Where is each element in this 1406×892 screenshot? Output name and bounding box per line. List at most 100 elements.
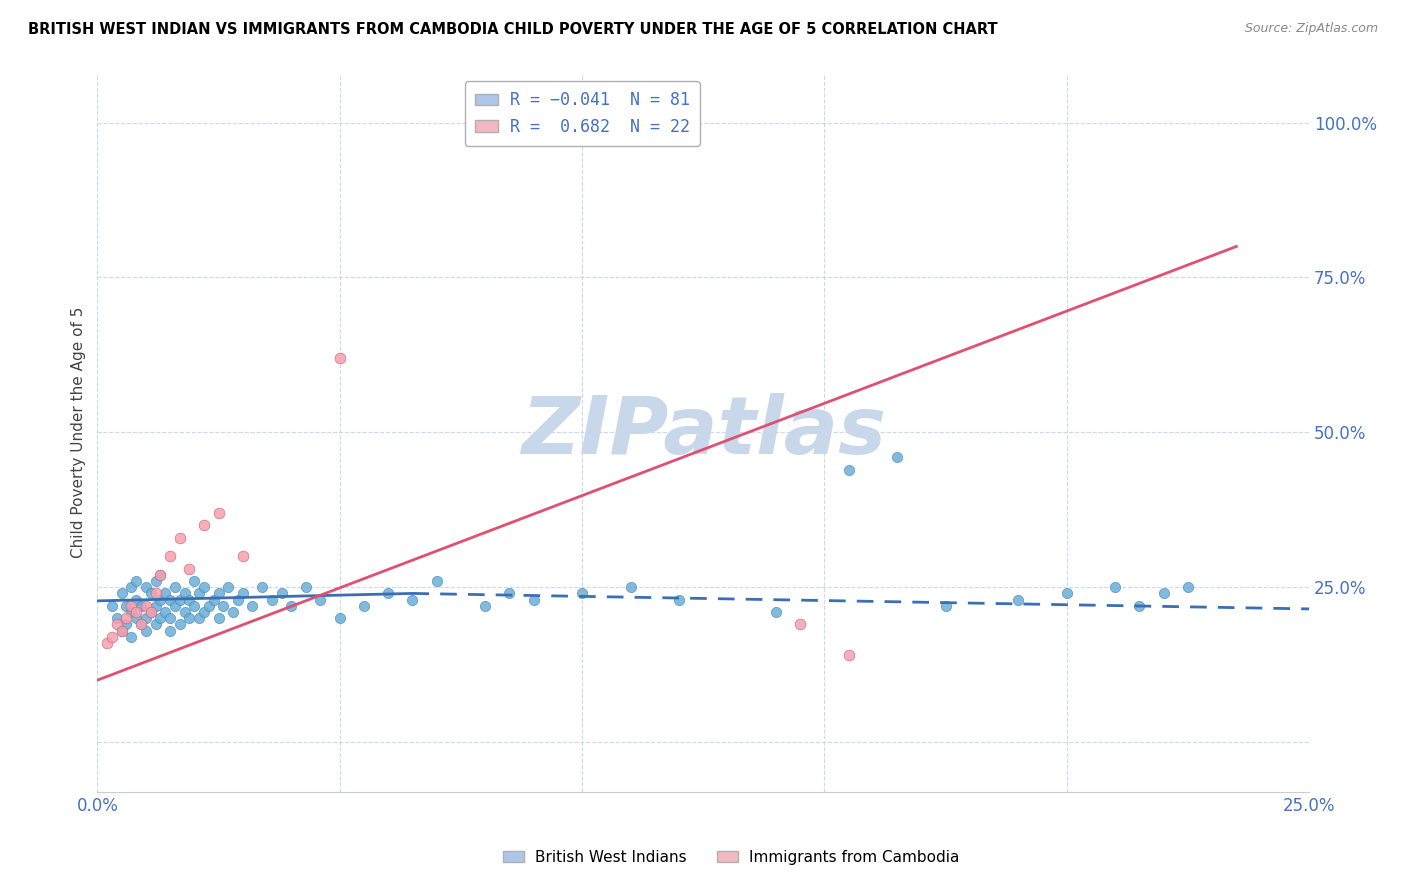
Point bbox=[1104, 580, 1126, 594]
Point bbox=[426, 574, 449, 588]
Point bbox=[202, 592, 225, 607]
Point bbox=[145, 574, 167, 588]
Point bbox=[145, 617, 167, 632]
Point bbox=[270, 586, 292, 600]
Point bbox=[120, 599, 142, 613]
Point bbox=[149, 611, 172, 625]
Point bbox=[619, 580, 641, 594]
Point bbox=[155, 605, 177, 619]
Point bbox=[101, 630, 124, 644]
Point bbox=[329, 611, 352, 625]
Legend: British West Indians, Immigrants from Cambodia: British West Indians, Immigrants from Ca… bbox=[496, 844, 966, 871]
Point bbox=[115, 599, 138, 613]
Point bbox=[125, 574, 148, 588]
Point bbox=[377, 586, 399, 600]
Point bbox=[139, 605, 162, 619]
Text: Source: ZipAtlas.com: Source: ZipAtlas.com bbox=[1244, 22, 1378, 36]
Point bbox=[1007, 592, 1029, 607]
Point bbox=[159, 611, 181, 625]
Point bbox=[173, 586, 195, 600]
Point bbox=[232, 586, 254, 600]
Point bbox=[179, 592, 201, 607]
Point bbox=[169, 531, 191, 545]
Legend: R = −0.041  N = 81, R =  0.682  N = 22: R = −0.041 N = 81, R = 0.682 N = 22 bbox=[464, 81, 700, 145]
Point bbox=[765, 605, 787, 619]
Point bbox=[329, 351, 352, 365]
Point bbox=[145, 599, 167, 613]
Point bbox=[169, 592, 191, 607]
Point bbox=[115, 611, 138, 625]
Point bbox=[135, 624, 157, 638]
Point bbox=[353, 599, 375, 613]
Point bbox=[644, 115, 666, 129]
Point bbox=[183, 599, 205, 613]
Point bbox=[125, 611, 148, 625]
Point bbox=[139, 605, 162, 619]
Point bbox=[401, 592, 423, 607]
Point bbox=[668, 592, 690, 607]
Point bbox=[198, 599, 221, 613]
Point bbox=[1128, 599, 1150, 613]
Point bbox=[110, 624, 132, 638]
Point bbox=[149, 567, 172, 582]
Point bbox=[163, 599, 186, 613]
Point bbox=[115, 617, 138, 632]
Point bbox=[110, 624, 132, 638]
Point bbox=[120, 605, 142, 619]
Point bbox=[125, 592, 148, 607]
Point bbox=[217, 580, 239, 594]
Point bbox=[571, 586, 593, 600]
Point bbox=[139, 586, 162, 600]
Point bbox=[280, 599, 302, 613]
Point bbox=[135, 580, 157, 594]
Point bbox=[129, 617, 152, 632]
Point bbox=[886, 450, 908, 464]
Point bbox=[474, 599, 496, 613]
Point bbox=[935, 599, 957, 613]
Point bbox=[260, 592, 283, 607]
Point bbox=[1177, 580, 1199, 594]
Point bbox=[101, 599, 124, 613]
Point bbox=[135, 599, 157, 613]
Point bbox=[498, 586, 520, 600]
Point bbox=[96, 636, 118, 650]
Point bbox=[250, 580, 273, 594]
Point bbox=[232, 549, 254, 564]
Point bbox=[183, 574, 205, 588]
Point bbox=[105, 611, 128, 625]
Point bbox=[838, 648, 860, 663]
Point bbox=[207, 611, 229, 625]
Point bbox=[188, 586, 211, 600]
Point bbox=[179, 561, 201, 575]
Point bbox=[1153, 586, 1175, 600]
Text: BRITISH WEST INDIAN VS IMMIGRANTS FROM CAMBODIA CHILD POVERTY UNDER THE AGE OF 5: BRITISH WEST INDIAN VS IMMIGRANTS FROM C… bbox=[28, 22, 998, 37]
Point bbox=[193, 518, 215, 533]
Point bbox=[149, 592, 172, 607]
Point bbox=[226, 592, 249, 607]
Point bbox=[222, 605, 245, 619]
Point bbox=[309, 592, 332, 607]
Point bbox=[149, 567, 172, 582]
Point bbox=[188, 611, 211, 625]
Point bbox=[173, 605, 195, 619]
Point bbox=[135, 611, 157, 625]
Point bbox=[207, 586, 229, 600]
Point bbox=[159, 592, 181, 607]
Y-axis label: Child Poverty Under the Age of 5: Child Poverty Under the Age of 5 bbox=[72, 307, 86, 558]
Point bbox=[159, 624, 181, 638]
Point bbox=[1056, 586, 1078, 600]
Text: ZIPatlas: ZIPatlas bbox=[520, 393, 886, 471]
Point bbox=[105, 617, 128, 632]
Point bbox=[155, 586, 177, 600]
Point bbox=[193, 605, 215, 619]
Point bbox=[179, 611, 201, 625]
Point bbox=[193, 580, 215, 594]
Point bbox=[129, 599, 152, 613]
Point bbox=[159, 549, 181, 564]
Point bbox=[242, 599, 264, 613]
Point bbox=[129, 617, 152, 632]
Point bbox=[294, 580, 316, 594]
Point bbox=[169, 617, 191, 632]
Point bbox=[163, 580, 186, 594]
Point bbox=[145, 586, 167, 600]
